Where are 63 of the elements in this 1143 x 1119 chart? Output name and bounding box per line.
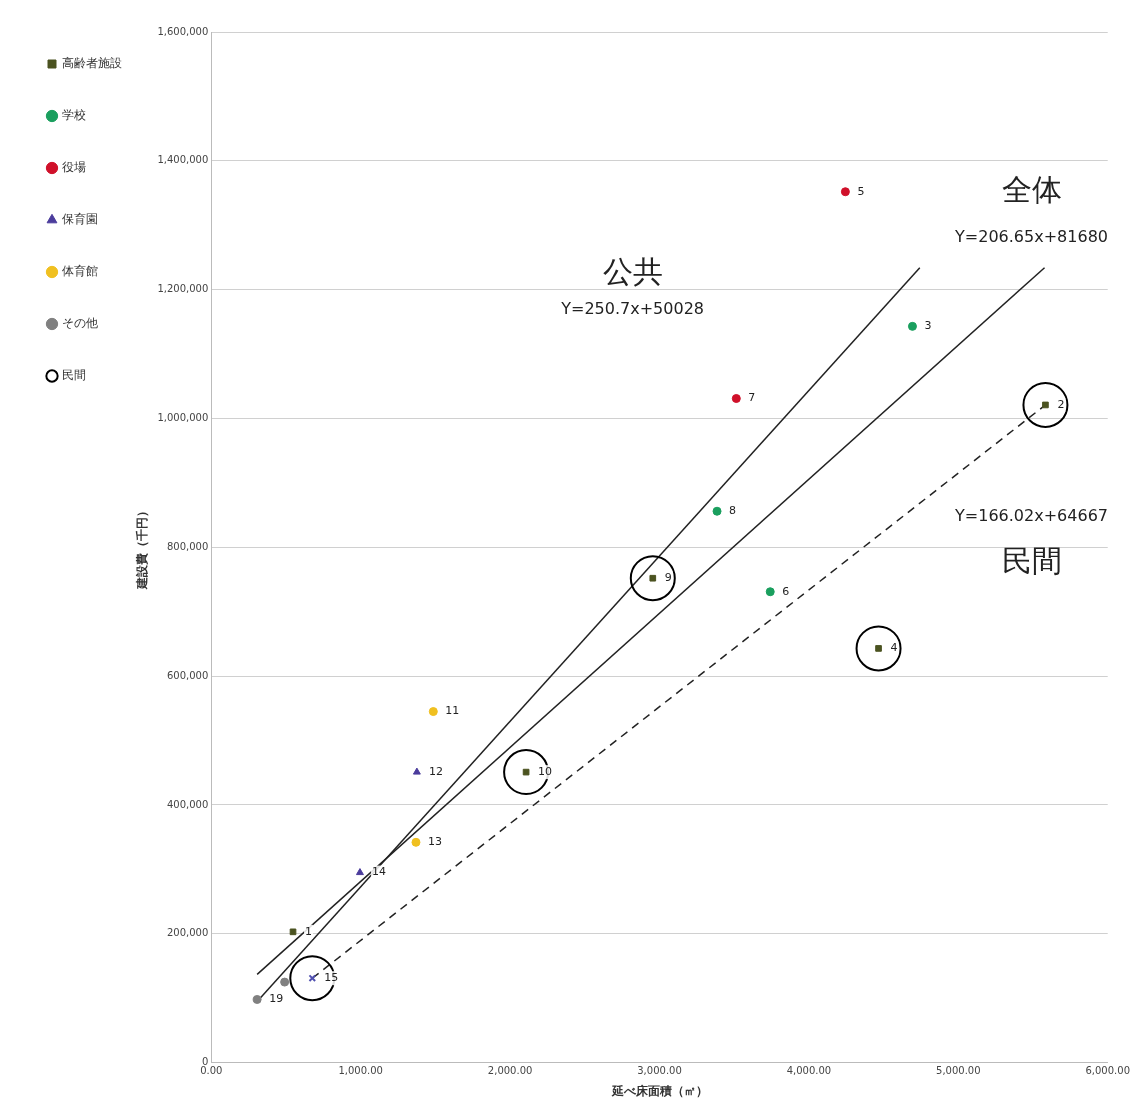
annotation: 19 [269, 992, 284, 1006]
y-tick-label: 1,200,000 [157, 283, 209, 295]
annotation: 1 [305, 924, 313, 938]
annotation: 公共 [602, 253, 663, 289]
annotation: 15 [324, 971, 339, 985]
legend-label: 保育園 [62, 212, 98, 227]
y-tick-label: 600,000 [166, 669, 209, 681]
annotation: Y=206.65x+81680 [954, 227, 1109, 247]
annotation: 12 [428, 764, 443, 778]
point [649, 574, 657, 582]
x-tick-label: 3,000.00 [637, 1065, 682, 1077]
annotation: 6 [782, 584, 790, 598]
point [907, 321, 917, 331]
legend-label: 高齢者施設 [62, 56, 122, 71]
x-tick-label: 6,000.00 [1085, 1065, 1130, 1077]
annotation: 7 [748, 391, 756, 405]
point [280, 977, 290, 987]
annotation: 2 [1057, 397, 1065, 411]
legend-label: 学校 [62, 108, 86, 123]
annotation: 14 [371, 865, 386, 879]
annotation: 民間 [1001, 542, 1062, 578]
legend-label: その他 [62, 316, 98, 331]
point [712, 506, 722, 516]
point [355, 868, 364, 876]
y-tick-label: 200,000 [166, 927, 209, 939]
y-tick-label: 1,400,000 [157, 154, 209, 166]
annotation: 4 [890, 641, 898, 655]
point [765, 587, 775, 597]
annotation: 10 [538, 764, 553, 778]
annotation: 5 [857, 184, 865, 198]
y-tick-label: 800,000 [166, 540, 209, 552]
point [1042, 401, 1049, 409]
annotation: Y=166.02x+64667 [954, 505, 1109, 525]
point [412, 767, 421, 775]
y-tick-label: 1,600,000 [157, 25, 209, 37]
point [252, 994, 262, 1004]
y-tick-label: 1,000,000 [157, 412, 209, 424]
annotation: Y=250.7x+50028 [560, 299, 704, 319]
x-tick-label: 5,000.00 [936, 1065, 981, 1077]
x-tick-label: 4,000.00 [786, 1065, 832, 1077]
legend-label: 体育館 [62, 264, 98, 279]
x-tick-label: 2,000.00 [487, 1065, 533, 1077]
x-tick-label: 0.00 [200, 1065, 223, 1077]
legend-label: 役場 [62, 160, 86, 175]
annotation: 13 [427, 835, 442, 849]
y-axis-title: 建設費（千円） [135, 505, 150, 591]
point [411, 837, 421, 847]
point [840, 187, 850, 197]
point [731, 394, 741, 404]
x-tick-label: 1,000.00 [338, 1065, 383, 1077]
point [289, 928, 297, 936]
y-tick-label: 0 [201, 1056, 209, 1068]
point [428, 707, 438, 717]
annotation: 9 [664, 571, 672, 585]
y-tick-label: 400,000 [166, 798, 209, 810]
point [522, 768, 530, 776]
annotation: 8 [729, 504, 737, 518]
annotation: 全体 [1001, 171, 1062, 207]
annotation: 11 [445, 704, 460, 718]
x-axis-title: 延べ床面積（㎡） [610, 1083, 708, 1098]
legend-label: 民間 [62, 368, 86, 383]
point [875, 645, 882, 652]
annotation: 3 [924, 319, 932, 333]
